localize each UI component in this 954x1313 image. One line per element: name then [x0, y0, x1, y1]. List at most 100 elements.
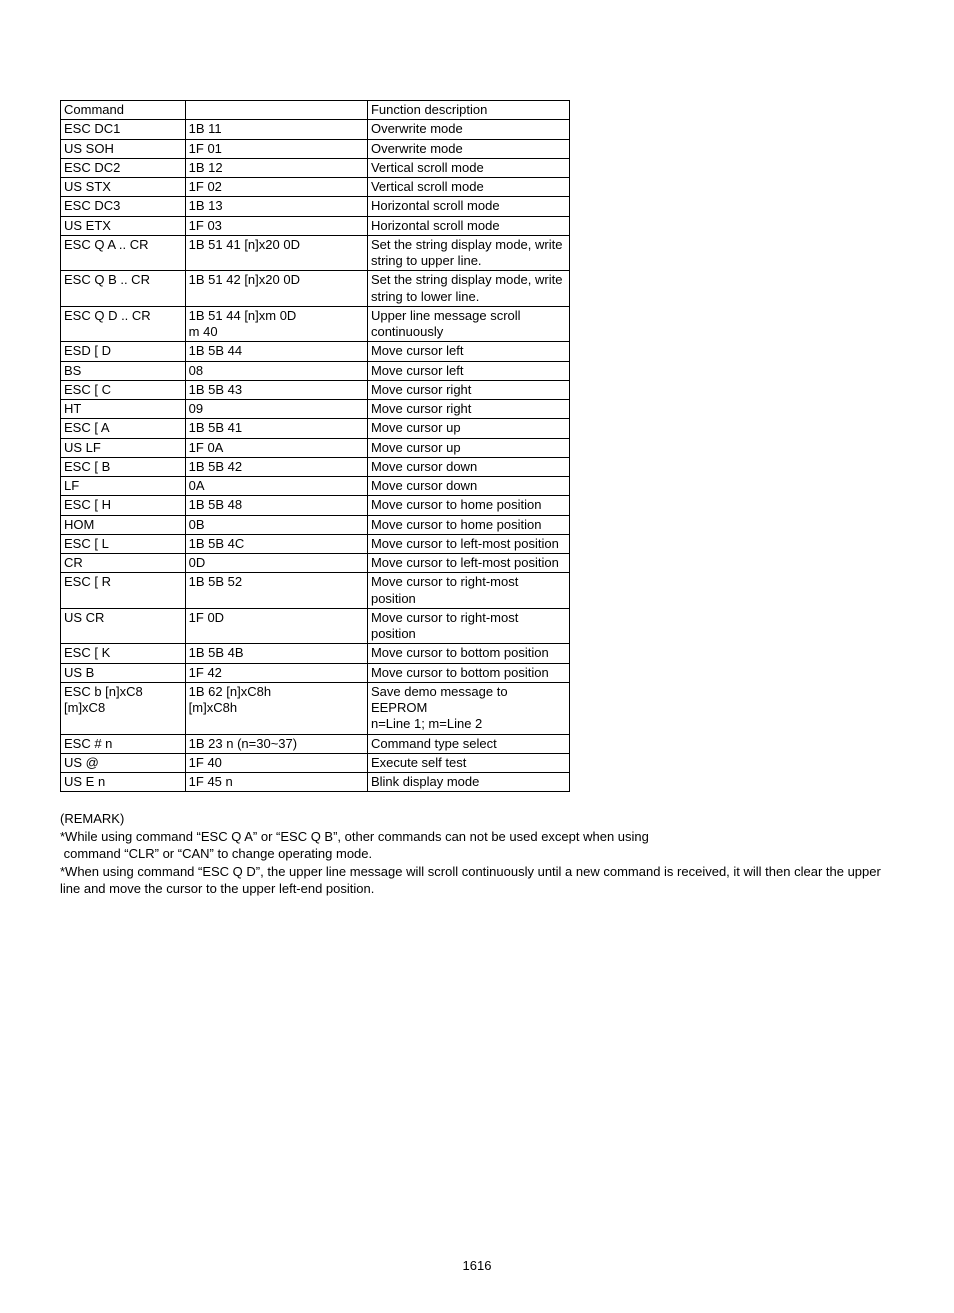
cell-description: Move cursor up [367, 419, 569, 438]
cell-hex: 0D [185, 554, 367, 573]
table-header-row: Command Function description [61, 101, 570, 120]
page-number: 1616 [60, 1258, 894, 1273]
cell-hex: 09 [185, 400, 367, 419]
cell-command: ESC [ A [61, 419, 186, 438]
cell-description: Move cursor to left-most position [367, 554, 569, 573]
remark-line: *When using command “ESC Q D”, the upper… [60, 863, 894, 898]
cell-description: Horizontal scroll mode [367, 216, 569, 235]
cell-hex: 08 [185, 361, 367, 380]
cell-description: Vertical scroll mode [367, 158, 569, 177]
table-row: HT09Move cursor right [61, 400, 570, 419]
table-row: US SOH1F 01Overwrite mode [61, 139, 570, 158]
cell-description: Horizontal scroll mode [367, 197, 569, 216]
cell-command: US B [61, 663, 186, 682]
cell-description: Overwrite mode [367, 120, 569, 139]
table-row: ESC [ C1B 5B 43Move cursor right [61, 380, 570, 399]
cell-description: Upper line message scroll continuously [367, 306, 569, 342]
table-row: LF0AMove cursor down [61, 477, 570, 496]
cell-command: ESC DC1 [61, 120, 186, 139]
table-row: ESC Q D .. CR1B 51 44 [n]xm 0D m 40Upper… [61, 306, 570, 342]
cell-command: US ETX [61, 216, 186, 235]
cell-command: BS [61, 361, 186, 380]
table-row: HOM0BMove cursor to home position [61, 515, 570, 534]
cell-command: ESC [ L [61, 534, 186, 553]
cell-description: Blink display mode [367, 773, 569, 792]
cell-hex: 1B 13 [185, 197, 367, 216]
command-table: Command Function description ESC DC1 1B 1… [60, 100, 570, 792]
cell-hex: 0A [185, 477, 367, 496]
cell-description: Execute self test [367, 753, 569, 772]
cell-description: Move cursor up [367, 438, 569, 457]
cell-command: HOM [61, 515, 186, 534]
cell-hex: 1B 5B 52 [185, 573, 367, 609]
cell-command: ESC DC2 [61, 158, 186, 177]
cell-command: ESC Q A .. CR [61, 235, 186, 271]
cell-description: Move cursor left [367, 342, 569, 361]
table-row: ESC [ R1B 5B 52Move cursor to right-most… [61, 573, 570, 609]
cell-description: Move cursor to bottom position [367, 663, 569, 682]
cell-description: Move cursor to bottom position [367, 644, 569, 663]
cell-command: US CR [61, 608, 186, 644]
cell-hex: 1B 23 n (n=30~37) [185, 734, 367, 753]
table-row: ESC [ K1B 5B 4BMove cursor to bottom pos… [61, 644, 570, 663]
cell-hex: 1F 03 [185, 216, 367, 235]
cell-hex: 1F 02 [185, 178, 367, 197]
table-row: US STX1F 02Vertical scroll mode [61, 178, 570, 197]
cell-description: Overwrite mode [367, 139, 569, 158]
table-row: ESC DC21B 12Vertical scroll mode [61, 158, 570, 177]
table-row: ESC Q A .. CR1B 51 41 [n]x20 0DSet the s… [61, 235, 570, 271]
cell-hex: 1B 12 [185, 158, 367, 177]
table-row: US LF1F 0AMove cursor up [61, 438, 570, 457]
header-description: Function description [367, 101, 569, 120]
remark-line: *While using command “ESC Q A” or “ESC Q… [60, 828, 894, 846]
cell-description: Set the string display mode, write strin… [367, 271, 569, 307]
table-row: ESC [ B1B 5B 42Move cursor down [61, 457, 570, 476]
cell-description: Move cursor right [367, 380, 569, 399]
table-row: ESC [ H1B 5B 48Move cursor to home posit… [61, 496, 570, 515]
cell-hex: 1B 62 [n]xC8h [m]xC8h [185, 682, 367, 734]
table-row: ESD [ D1B 5B 44Move cursor left [61, 342, 570, 361]
cell-description: Move cursor right [367, 400, 569, 419]
table-row: ESC DC31B 13Horizontal scroll mode [61, 197, 570, 216]
table-row: BS08Move cursor left [61, 361, 570, 380]
table-row: ESC [ A1B 5B 41Move cursor up [61, 419, 570, 438]
cell-hex: 1F 45 n [185, 773, 367, 792]
header-hex [185, 101, 367, 120]
cell-description: Command type select [367, 734, 569, 753]
cell-command: LF [61, 477, 186, 496]
remark-line: command “CLR” or “CAN” to change operati… [60, 845, 894, 863]
table-row: ESC b [n]xC8 [m]xC81B 62 [n]xC8h [m]xC8h… [61, 682, 570, 734]
remarks-title: (REMARK) [60, 810, 894, 828]
cell-command: US LF [61, 438, 186, 457]
cell-command: ESC [ K [61, 644, 186, 663]
cell-command: ESC [ B [61, 457, 186, 476]
header-command: Command [61, 101, 186, 120]
cell-command: ESD [ D [61, 342, 186, 361]
cell-hex: 1B 5B 48 [185, 496, 367, 515]
cell-command: HT [61, 400, 186, 419]
cell-description: Move cursor to right-most position [367, 573, 569, 609]
remarks-section: (REMARK) *While using command “ESC Q A” … [60, 810, 894, 898]
table-row: US ETX1F 03Horizontal scroll mode [61, 216, 570, 235]
cell-hex: 1F 0D [185, 608, 367, 644]
cell-description: Move cursor down [367, 457, 569, 476]
table-row: CR0DMove cursor to left-most position [61, 554, 570, 573]
table-row: ESC # n1B 23 n (n=30~37)Command type sel… [61, 734, 570, 753]
cell-command: ESC [ H [61, 496, 186, 515]
cell-hex: 1B 5B 44 [185, 342, 367, 361]
cell-command: ESC Q B .. CR [61, 271, 186, 307]
table-row: US B1F 42Move cursor to bottom position [61, 663, 570, 682]
cell-hex: 1B 51 42 [n]x20 0D [185, 271, 367, 307]
cell-command: ESC [ R [61, 573, 186, 609]
cell-hex: 1B 5B 4B [185, 644, 367, 663]
cell-command: ESC # n [61, 734, 186, 753]
cell-command: ESC Q D .. CR [61, 306, 186, 342]
cell-description: Move cursor to left-most position [367, 534, 569, 553]
table-row: US CR1F 0DMove cursor to right-most posi… [61, 608, 570, 644]
cell-description: Move cursor down [367, 477, 569, 496]
cell-description: Move cursor to home position [367, 496, 569, 515]
cell-command: US SOH [61, 139, 186, 158]
cell-hex: 1F 40 [185, 753, 367, 772]
table-row: ESC Q B .. CR1B 51 42 [n]x20 0DSet the s… [61, 271, 570, 307]
table-row: ESC [ L1B 5B 4CMove cursor to left-most … [61, 534, 570, 553]
